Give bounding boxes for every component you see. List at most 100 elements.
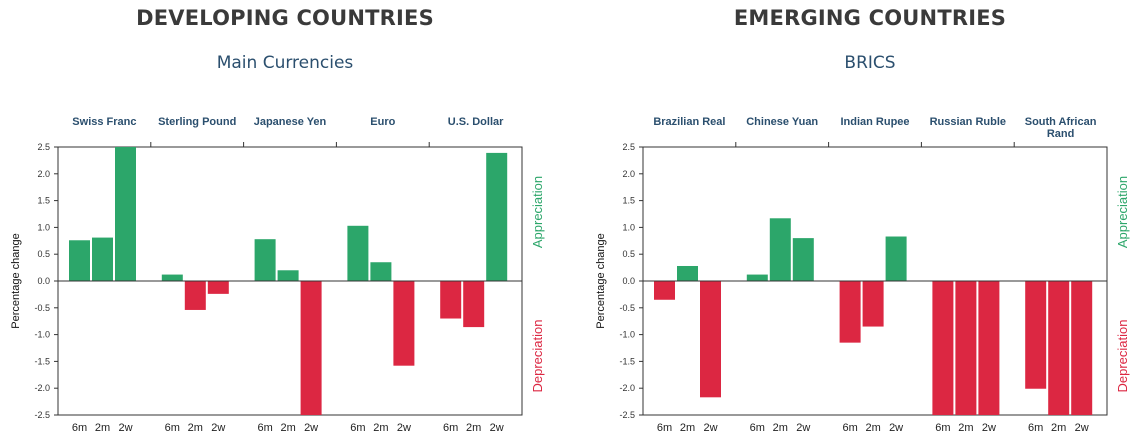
period-label: 2w: [1075, 422, 1089, 434]
y-tick-label: 2.0: [622, 169, 635, 179]
y-tick-label: 1.0: [622, 222, 635, 232]
period-label: 2m: [95, 422, 110, 434]
period-label: 2m: [773, 422, 788, 434]
category-label: Sterling Pound: [158, 116, 236, 128]
chart-title: EMERGING COUNTRIES: [733, 6, 1007, 30]
period-label: 6m: [935, 422, 950, 434]
period-label: 2w: [889, 422, 903, 434]
period-label: 2w: [304, 422, 318, 434]
category-label: Japanese Yen: [254, 116, 327, 128]
bar: [184, 281, 206, 310]
bar: [115, 147, 136, 281]
y-tick-label: -2.0: [34, 383, 50, 393]
bar: [207, 281, 229, 294]
bar: [932, 281, 954, 415]
period-label: 6m: [1028, 422, 1043, 434]
bar: [393, 281, 415, 366]
y-tick-label: 0.0: [622, 276, 635, 286]
y-tick-label: -1.0: [619, 330, 635, 340]
period-label: 6m: [165, 422, 180, 434]
bar: [254, 239, 276, 281]
period-label: 2m: [1051, 422, 1066, 434]
y-tick-label: -2.5: [619, 410, 635, 420]
chart-title: DEVELOPING COUNTRIES: [136, 6, 434, 30]
chart-subtitle: BRICS: [844, 53, 896, 73]
developing-bar-chart: 2.5 2.0 1.5 1.0 0.5 0.0 -0.5 -1.0 -1.5 -2.0 -2.5 6m…: [10, 116, 545, 434]
bar: [769, 218, 791, 281]
appreciation-label: Appreciation: [530, 176, 545, 248]
y-tick-label: 1.5: [622, 196, 635, 206]
period-label: 2w: [118, 422, 132, 434]
bar: [347, 225, 369, 281]
y-tick-label: 2.5: [37, 142, 50, 152]
appreciation-label: Appreciation: [1115, 176, 1130, 248]
period-label: 6m: [72, 422, 87, 434]
period-label: 6m: [750, 422, 765, 434]
period-label: 2m: [188, 422, 203, 434]
period-label: 2m: [280, 422, 295, 434]
period-label: 6m: [443, 422, 458, 434]
period-label: 2w: [703, 422, 717, 434]
bar: [370, 262, 392, 281]
y-tick-label: 1.5: [37, 196, 50, 206]
bar: [955, 281, 977, 415]
bar: [300, 281, 322, 415]
developing-panel: DEVELOPING COUNTRIES Main Currencies 2.5…: [0, 0, 570, 446]
period-label: 6m: [350, 422, 365, 434]
bar: [161, 274, 183, 281]
category-label: Brazilian Real: [653, 116, 725, 128]
y-tick-label: -1.5: [619, 356, 635, 366]
y-tick-label: -0.5: [619, 303, 635, 313]
bar: [277, 270, 299, 281]
depreciation-label: Depreciation: [1115, 320, 1130, 393]
category-label: U.S. Dollar: [448, 116, 504, 128]
y-tick-label: -2.5: [34, 410, 50, 420]
y-tick-label: 2.5: [622, 142, 635, 152]
y-tick-label: -1.0: [34, 330, 50, 340]
bar: [839, 281, 861, 343]
bar: [978, 281, 1000, 415]
bar: [463, 281, 485, 328]
bar: [862, 281, 884, 327]
bar: [486, 152, 508, 281]
bar: [1071, 281, 1093, 415]
period-label: 2w: [211, 422, 225, 434]
y-tick-label: 2.0: [37, 169, 50, 179]
period-label: 2w: [490, 422, 504, 434]
emerging-panel: EMERGING COUNTRIES BRICS 2.5 2.0 1.5 1.0 0.5…: [585, 0, 1141, 446]
bar: [1025, 281, 1047, 389]
emerging-bar-chart: 2.5 2.0 1.5 1.0 0.5 0.0 -0.5 -1.0 -1.5 -2.0 -2.5 6m…: [595, 116, 1130, 434]
y-tick-label: 0.5: [37, 249, 50, 259]
category-label: Russian Ruble: [930, 116, 1006, 128]
y-tick-label: 1.0: [37, 222, 50, 232]
period-label: 6m: [657, 422, 672, 434]
period-label: 2m: [865, 422, 880, 434]
period-label: 2w: [796, 422, 810, 434]
depreciation-label: Depreciation: [530, 320, 545, 393]
y-axis-label: Percentage change: [595, 233, 607, 328]
category-label: Indian Rupee: [840, 116, 909, 128]
period-label: 2m: [373, 422, 388, 434]
bar: [792, 238, 814, 281]
period-label: 6m: [257, 422, 272, 434]
period-label: 2m: [958, 422, 973, 434]
bar: [700, 281, 721, 398]
category-label: Chinese Yuan: [746, 116, 818, 128]
bar: [1048, 281, 1070, 415]
period-label: 2m: [466, 422, 481, 434]
y-tick-label: 0.5: [622, 249, 635, 259]
period-label: 6m: [842, 422, 857, 434]
y-tick-label: -0.5: [34, 303, 50, 313]
bar: [746, 274, 768, 281]
bar: [654, 281, 675, 300]
period-label: 2m: [680, 422, 695, 434]
bar: [677, 265, 698, 281]
y-tick-label: 0.0: [37, 276, 50, 286]
y-tick-label: -1.5: [34, 356, 50, 366]
period-label: 2w: [982, 422, 996, 434]
chart-subtitle: Main Currencies: [216, 53, 354, 73]
bar: [885, 236, 907, 281]
bar: [92, 237, 113, 281]
y-axis-label: Percentage change: [10, 233, 22, 328]
bar: [69, 240, 90, 281]
